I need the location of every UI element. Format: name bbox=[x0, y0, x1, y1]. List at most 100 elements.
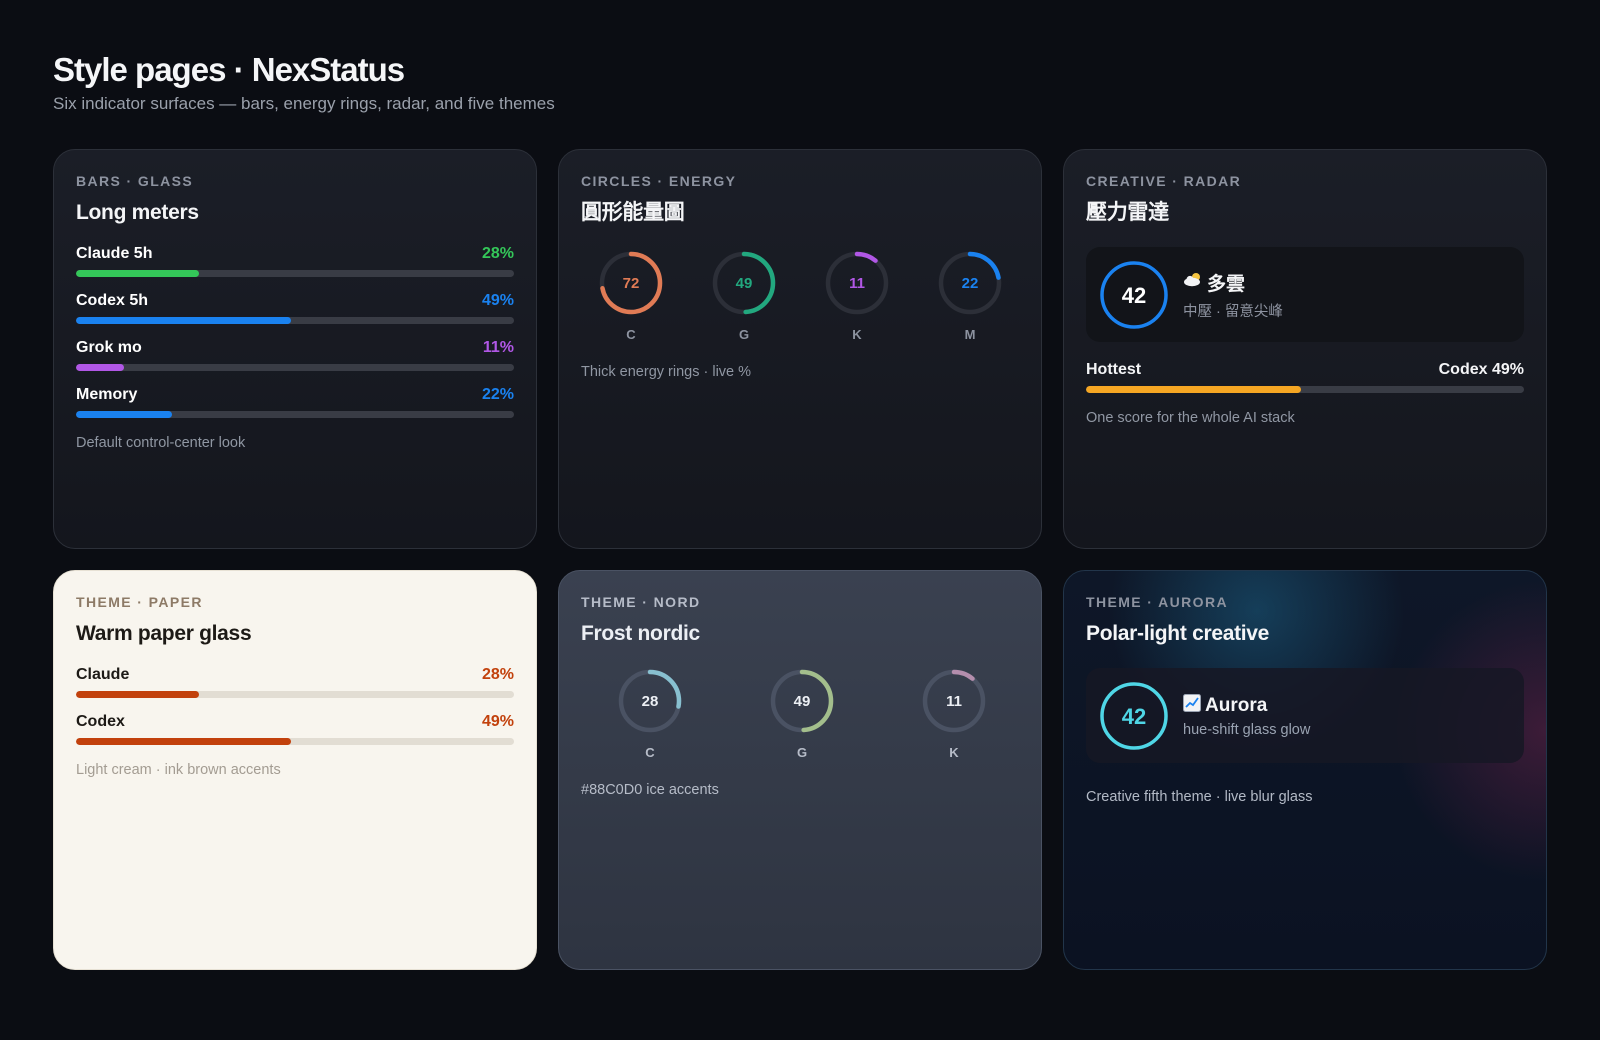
card-title: Warm paper glass bbox=[76, 622, 252, 645]
ring-value: 72 bbox=[623, 275, 640, 292]
card-footnote: #88C0D0 ice accents bbox=[581, 782, 719, 798]
meter-track bbox=[76, 317, 514, 324]
ring-g: 49 G bbox=[768, 667, 836, 760]
card-theme-paper[interactable]: THEME · PAPER Warm paper glass Claude 28… bbox=[53, 570, 537, 970]
ring-value: 28 bbox=[642, 693, 659, 710]
ring-arc bbox=[825, 251, 889, 315]
ring-c: 28 C bbox=[616, 667, 684, 760]
meter-claude: Claude 5h 28% bbox=[76, 244, 514, 277]
hottest-label: Hottest bbox=[1086, 361, 1142, 378]
energy-ring: 72 bbox=[599, 251, 663, 315]
energy-ring: 11 bbox=[922, 669, 986, 733]
meter-label: Memory bbox=[76, 386, 138, 403]
ring-label: K bbox=[852, 327, 862, 342]
card-title: 壓力雷達 bbox=[1086, 201, 1169, 224]
meter-label: Claude bbox=[76, 666, 130, 683]
meter-fill bbox=[76, 411, 173, 418]
chart-increasing-icon bbox=[1183, 693, 1201, 718]
hottest-value: Codex 49% bbox=[1438, 361, 1524, 378]
meter-value: 22% bbox=[481, 386, 514, 403]
card-theme-nord[interactable]: THEME · NORD Frost nordic 28 C 49 G 11 K… bbox=[558, 570, 1042, 970]
meter-grok: Grok mo 11% bbox=[76, 338, 514, 371]
card-kicker: CREATIVE · RADAR bbox=[1086, 173, 1242, 189]
card-footnote: Thick energy rings · live % bbox=[581, 364, 752, 380]
ring-arc bbox=[770, 669, 834, 733]
ring-row: 28 C 49 G 11 K bbox=[616, 667, 1019, 760]
ring-value: 22 bbox=[962, 275, 979, 292]
meter-fill bbox=[76, 270, 199, 277]
card-theme-aurora[interactable]: THEME · AURORA Polar-light creative 42 A… bbox=[1063, 570, 1547, 970]
ring-arc bbox=[938, 251, 1002, 315]
score-panel: 42 Aurora hue-shift glass glow bbox=[1086, 668, 1524, 763]
ring-label: K bbox=[949, 745, 959, 760]
ring-k: 11 K bbox=[823, 249, 891, 342]
meter-track bbox=[76, 691, 514, 698]
meter-codex: Codex 49% bbox=[76, 712, 514, 745]
weather-sub: 中壓 · 留意尖峰 bbox=[1183, 303, 1283, 320]
meter-value: 49% bbox=[481, 292, 514, 309]
card-kicker: CIRCLES · ENERGY bbox=[581, 173, 737, 189]
meter-label: Codex 5h bbox=[76, 292, 149, 309]
ring-label: C bbox=[645, 745, 655, 760]
ring-arc bbox=[599, 251, 663, 315]
ring-m: 22 M bbox=[936, 249, 1004, 342]
meter-value: 28% bbox=[481, 245, 514, 262]
energy-ring: 11 bbox=[825, 251, 889, 315]
ring-label: G bbox=[796, 745, 808, 760]
ring-value: 49 bbox=[794, 693, 811, 710]
card-title: Polar-light creative bbox=[1086, 622, 1270, 645]
ring-label: C bbox=[626, 327, 636, 342]
meter-fill bbox=[76, 738, 291, 745]
card-kicker: THEME · NORD bbox=[581, 594, 701, 610]
meter-fill bbox=[76, 364, 125, 371]
energy-ring: 49 bbox=[712, 251, 776, 315]
card-kicker: THEME · AURORA bbox=[1086, 594, 1228, 610]
ring-g: 49 G bbox=[710, 249, 778, 342]
meter-value: 28% bbox=[481, 666, 514, 683]
ring-k: 11 K bbox=[920, 667, 988, 760]
ring-row: 72 C 49 G 11 K 22 M bbox=[597, 249, 1019, 342]
meter-track bbox=[76, 411, 514, 418]
ring-arc bbox=[922, 669, 986, 733]
card-footnote: Default control-center look bbox=[76, 435, 246, 451]
weather-label: 多雲 bbox=[1207, 273, 1246, 295]
ring-value: 11 bbox=[849, 275, 865, 292]
meter-track bbox=[76, 738, 514, 745]
meter-value: 11% bbox=[482, 339, 514, 356]
cloud-sun-icon bbox=[1183, 271, 1203, 293]
card-footnote: One score for the whole AI stack bbox=[1086, 410, 1295, 426]
meter-track bbox=[76, 364, 514, 371]
card-footnote: Light cream · ink brown accents bbox=[76, 762, 281, 778]
score-value: 42 bbox=[1122, 283, 1146, 308]
card-title: Frost nordic bbox=[581, 622, 700, 645]
energy-ring: 49 bbox=[770, 669, 834, 733]
ring-label: M bbox=[964, 327, 976, 342]
meter-label: Claude 5h bbox=[76, 245, 153, 262]
ring-c: 72 C bbox=[597, 249, 665, 342]
ring-arc bbox=[618, 669, 682, 733]
meter-label: Grok mo bbox=[76, 339, 142, 356]
page-title: Style pages · NexStatus bbox=[53, 51, 405, 88]
score-ring: 42 bbox=[1100, 260, 1168, 329]
card-circles-energy[interactable]: CIRCLES · ENERGY 圓形能量圖 72 C 49 G 11 K 22… bbox=[558, 149, 1042, 549]
score-panel: 42 多雲 中壓 · 留意尖峰 bbox=[1086, 247, 1524, 342]
card-kicker: BARS · GLASS bbox=[76, 173, 194, 189]
meter-codex: Codex 5h 49% bbox=[76, 291, 514, 324]
score-ring: 42 bbox=[1100, 681, 1168, 750]
meter-fill bbox=[76, 691, 199, 698]
meter-fill bbox=[1086, 386, 1301, 393]
ring-arc bbox=[712, 251, 776, 315]
energy-ring: 22 bbox=[938, 251, 1002, 315]
meter-hottest: Hottest Codex 49% bbox=[1086, 360, 1524, 393]
card-footnote: Creative fifth theme · live blur glass bbox=[1086, 789, 1313, 805]
meter-fill bbox=[76, 317, 291, 324]
card-creative-radar[interactable]: CREATIVE · RADAR 壓力雷達 42 多雲 bbox=[1063, 149, 1547, 549]
meter-track bbox=[1086, 386, 1524, 393]
card-title: Long meters bbox=[76, 201, 199, 224]
card-title: 圓形能量圖 bbox=[581, 201, 685, 224]
meter-label: Codex bbox=[76, 713, 125, 730]
meter-memory: Memory 22% bbox=[76, 385, 514, 418]
aurora-name: Aurora bbox=[1205, 694, 1268, 716]
card-bars-glass[interactable]: BARS · GLASS Long meters Claude 5h 28% C… bbox=[53, 149, 537, 549]
card-kicker: THEME · PAPER bbox=[76, 594, 203, 610]
